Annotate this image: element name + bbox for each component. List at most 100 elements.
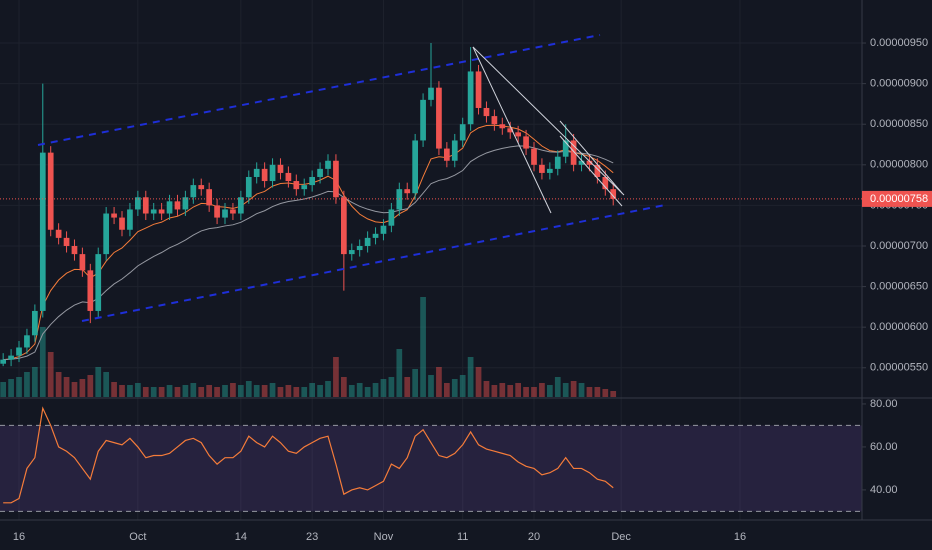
volume-bar <box>356 383 363 397</box>
candle-body <box>32 310 38 336</box>
candle-body <box>174 201 181 210</box>
candle-body <box>356 245 363 251</box>
candle-body <box>261 168 268 182</box>
volume-bar <box>32 367 38 397</box>
volume-bar <box>293 387 300 397</box>
volume-bar <box>47 352 54 397</box>
candle-body <box>166 201 173 214</box>
volume-bar <box>578 383 585 397</box>
trend-line <box>559 120 623 194</box>
candle-body <box>372 233 379 238</box>
volume-bar <box>586 387 593 397</box>
volume-bar <box>523 387 529 397</box>
volume-bar <box>531 387 537 397</box>
candle-body <box>325 160 331 169</box>
volume-bar <box>364 387 371 397</box>
candle-body <box>95 254 102 311</box>
candle-body <box>578 160 585 165</box>
candle-body <box>443 148 450 161</box>
volume-bar <box>150 387 157 397</box>
volume-bar <box>436 367 442 397</box>
candle-body <box>16 347 22 356</box>
volume-bar <box>348 385 355 397</box>
candle-body <box>483 107 490 117</box>
y-tick-label: 0.00000650 <box>870 280 928 292</box>
candle-body <box>135 197 141 210</box>
volume-bar <box>245 381 252 397</box>
volume-bar <box>238 385 244 397</box>
volume-bar <box>594 387 601 397</box>
rsi-line <box>3 406 614 504</box>
volume-bar <box>142 387 149 397</box>
volume-bar <box>222 385 228 397</box>
volume-bar <box>380 379 387 397</box>
candle-body <box>340 197 347 255</box>
candle-body <box>459 124 466 141</box>
candle-body <box>158 209 165 214</box>
candle-body <box>554 156 561 169</box>
volume-layer <box>0 297 617 397</box>
volume-bar <box>79 379 86 397</box>
moving-average <box>3 124 614 361</box>
x-tick-label: 16 <box>734 531 746 543</box>
volume-bar <box>111 382 117 397</box>
volume-bar <box>396 349 403 397</box>
candle-body <box>388 209 395 226</box>
candle-body <box>55 229 62 238</box>
x-tick-label: 11 <box>457 531 468 543</box>
rsi-tick-label: 80.00 <box>870 398 898 410</box>
volume-bar <box>325 381 331 397</box>
volume-bar <box>206 385 213 397</box>
volume-bar <box>71 382 78 397</box>
candle-body <box>404 189 411 194</box>
candle-body <box>602 176 609 190</box>
volume-bar <box>63 377 70 397</box>
x-tick-label: Oct <box>129 531 146 543</box>
candle-body <box>348 250 355 255</box>
candle-body <box>412 140 419 194</box>
trend-line <box>472 46 625 196</box>
volume-bar <box>285 385 292 397</box>
volume-bar <box>119 385 125 397</box>
volume-bar <box>428 375 434 397</box>
candle-body <box>24 335 30 348</box>
volume-bar <box>483 381 490 397</box>
candle-body <box>475 71 482 108</box>
candle-body <box>111 213 117 218</box>
candle-body <box>491 116 498 125</box>
volume-bar <box>388 377 395 397</box>
candle-body <box>499 124 506 129</box>
volume-bar <box>539 383 545 397</box>
volume-bar <box>253 385 260 397</box>
volume-bar <box>610 391 617 397</box>
volume-bar <box>55 372 62 397</box>
volume-bar <box>309 383 316 397</box>
volume-bar <box>420 297 426 397</box>
volume-bar <box>198 387 205 397</box>
volume-bar <box>499 383 506 397</box>
candle-body <box>47 152 54 230</box>
volume-bar <box>467 357 474 397</box>
candle-body <box>206 189 213 206</box>
trend-line <box>472 46 552 214</box>
x-tick-label: 16 <box>13 531 25 543</box>
candle-body <box>428 87 434 100</box>
volume-bar <box>182 385 189 397</box>
volume-bar <box>0 382 7 397</box>
candle-body <box>436 87 442 149</box>
x-tick-label: 14 <box>235 531 247 543</box>
volume-bar <box>340 377 347 397</box>
candle-body <box>301 185 308 190</box>
volume-bar <box>174 387 181 397</box>
volume-bar <box>570 381 577 397</box>
y-tick-label: 0.00000900 <box>870 78 928 90</box>
candle-body <box>507 128 514 133</box>
volume-bar <box>24 372 30 397</box>
volume-bar <box>39 327 46 397</box>
candle-body <box>309 176 316 186</box>
y-tick-label: 0.00000950 <box>870 37 928 49</box>
volume-bar <box>554 377 561 397</box>
volume-bar <box>459 375 466 397</box>
volume-bar <box>135 383 141 397</box>
